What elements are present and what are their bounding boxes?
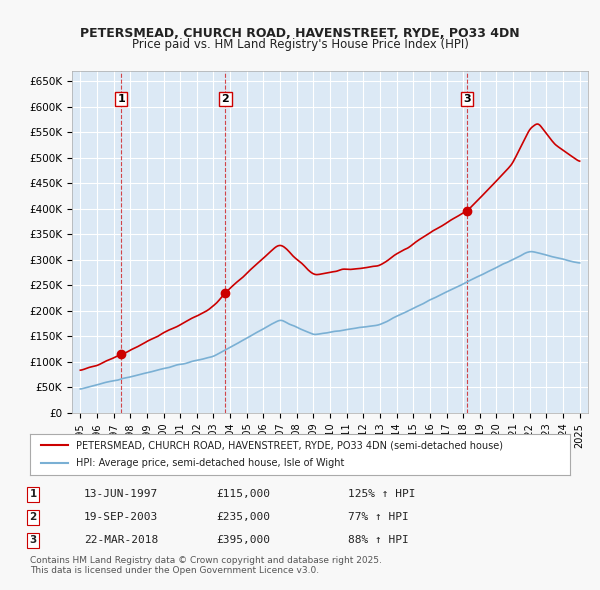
Text: £395,000: £395,000 [216, 536, 270, 545]
Text: PETERSMEAD, CHURCH ROAD, HAVENSTREET, RYDE, PO33 4DN (semi-detached house): PETERSMEAD, CHURCH ROAD, HAVENSTREET, RY… [76, 440, 503, 450]
Text: 13-JUN-1997: 13-JUN-1997 [84, 490, 158, 499]
Text: PETERSMEAD, CHURCH ROAD, HAVENSTREET, RYDE, PO33 4DN: PETERSMEAD, CHURCH ROAD, HAVENSTREET, RY… [80, 27, 520, 40]
Text: 3: 3 [29, 536, 37, 545]
Text: 1: 1 [117, 94, 125, 104]
Text: 22-MAR-2018: 22-MAR-2018 [84, 536, 158, 545]
Text: £235,000: £235,000 [216, 513, 270, 522]
Text: Price paid vs. HM Land Registry's House Price Index (HPI): Price paid vs. HM Land Registry's House … [131, 38, 469, 51]
Text: 77% ↑ HPI: 77% ↑ HPI [348, 513, 409, 522]
Text: 1: 1 [29, 490, 37, 499]
Text: HPI: Average price, semi-detached house, Isle of Wight: HPI: Average price, semi-detached house,… [76, 458, 344, 468]
Text: 2: 2 [221, 94, 229, 104]
Text: 3: 3 [463, 94, 470, 104]
Text: 2: 2 [29, 513, 37, 522]
Text: 88% ↑ HPI: 88% ↑ HPI [348, 536, 409, 545]
Text: £115,000: £115,000 [216, 490, 270, 499]
Text: Contains HM Land Registry data © Crown copyright and database right 2025.
This d: Contains HM Land Registry data © Crown c… [30, 556, 382, 575]
Text: 125% ↑ HPI: 125% ↑ HPI [348, 490, 415, 499]
Text: 19-SEP-2003: 19-SEP-2003 [84, 513, 158, 522]
